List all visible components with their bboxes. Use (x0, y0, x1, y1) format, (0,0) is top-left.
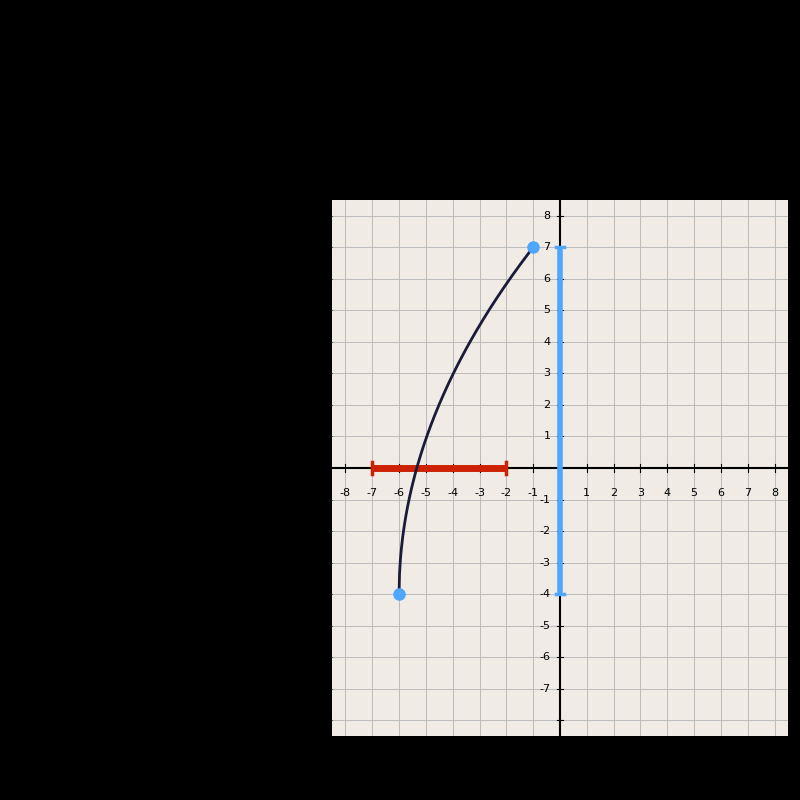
Text: 6: 6 (718, 489, 725, 498)
Text: -2: -2 (539, 526, 550, 536)
Text: 1: 1 (544, 431, 550, 442)
Text: 4: 4 (543, 337, 550, 347)
Text: 7: 7 (543, 242, 550, 252)
Text: 4: 4 (664, 489, 671, 498)
Text: 2: 2 (543, 400, 550, 410)
Text: 1: 1 (583, 489, 590, 498)
Text: -5: -5 (420, 489, 431, 498)
Text: 2: 2 (610, 489, 618, 498)
Text: Use the graph of the function to find its domain and range. Write the domain and: Use the graph of the function to find it… (8, 28, 800, 45)
Text: -3: -3 (474, 489, 485, 498)
Text: 8: 8 (543, 210, 550, 221)
Text: 5: 5 (690, 489, 698, 498)
Text: -6: -6 (540, 652, 550, 662)
Text: 7: 7 (744, 489, 751, 498)
Text: -1: -1 (540, 494, 550, 505)
Text: -5: -5 (540, 621, 550, 630)
Text: -8: -8 (340, 489, 351, 498)
Text: -7: -7 (539, 684, 550, 694)
Text: -1: -1 (528, 489, 538, 498)
Text: 6: 6 (544, 274, 550, 284)
Text: -4: -4 (447, 489, 458, 498)
Text: 3: 3 (544, 369, 550, 378)
Text: y: y (563, 182, 573, 197)
Text: -7: -7 (366, 489, 378, 498)
Text: -4: -4 (539, 589, 550, 599)
Text: -3: -3 (540, 558, 550, 567)
Text: x: x (793, 471, 800, 486)
Text: 5: 5 (544, 306, 550, 315)
Text: -2: -2 (501, 489, 512, 498)
Text: -6: -6 (394, 489, 405, 498)
Text: 3: 3 (637, 489, 644, 498)
Text: 8: 8 (771, 489, 778, 498)
